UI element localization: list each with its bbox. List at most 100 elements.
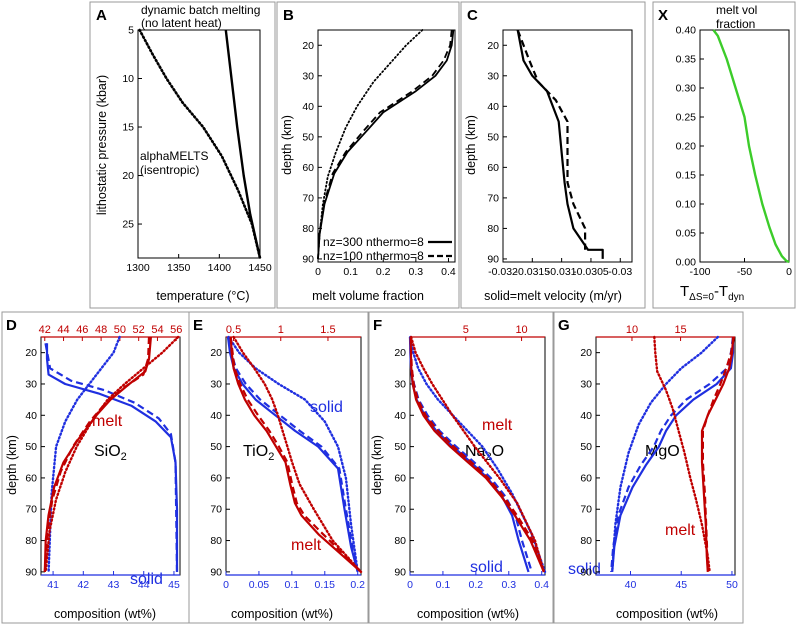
y-tick-label-E-2: 40 [210, 410, 222, 422]
solid-label-f: solid [470, 559, 503, 576]
y-tick-label-F-7: 90 [394, 566, 406, 578]
y-tick-label-A-3: 20 [122, 170, 134, 182]
x-tick-label-B-0: 0 [315, 266, 321, 278]
solid-label-e: solid [310, 399, 343, 416]
y-tick-label-G-3: 50 [580, 441, 592, 453]
y-tick-label-C-1: 30 [487, 70, 499, 82]
xlabel-B: melt volume fraction [312, 289, 424, 303]
ylabel-D: depth (km) [5, 435, 19, 495]
x-tick-label-bottom-E-3: 0.15 [315, 579, 336, 591]
x-panel-xlabel-main: T [680, 283, 689, 300]
y-tick-label-F-1: 30 [394, 378, 406, 390]
plot-area-A [137, 29, 261, 259]
panel-letter-X: X [658, 7, 668, 24]
series-A-1 [138, 28, 262, 260]
frame-F [368, 311, 554, 624]
y-tick-label-C-5: 70 [487, 192, 499, 204]
series-D-solid-2 [47, 335, 121, 574]
series-G-melt-4 [701, 336, 736, 572]
y-tick-label-D-7: 90 [25, 566, 37, 578]
oxide-label-e: TiO2 [243, 443, 274, 463]
y-tick-label-C-0: 20 [487, 40, 499, 52]
panel-letter-C: C [467, 7, 478, 24]
x-tick-label-X-2: 0 [786, 266, 792, 278]
y-tick-label-E-5: 70 [210, 504, 222, 516]
ylabel-B: depth (km) [280, 115, 294, 175]
x-tick-label-C-3: -0.0305 [573, 266, 609, 278]
melt-label-e: melt [291, 537, 322, 554]
y-tick-label-A-2: 15 [122, 122, 134, 134]
x-tick-label-bottom-G-0: 40 [625, 579, 637, 591]
oxide-d-main: SiO [94, 443, 121, 460]
series-B-1 [317, 29, 453, 259]
xlabel-C: solid=melt velocity (m/yr) [484, 289, 622, 303]
series-X-0 [712, 29, 790, 264]
plot-area-C [502, 29, 633, 263]
series-E-solid-1 [226, 336, 359, 573]
series-D-melt-4 [43, 336, 151, 572]
series-C-0 [516, 29, 604, 259]
oxide-e-sub: 2 [268, 451, 274, 463]
series-G-melt-5 [653, 335, 711, 574]
x-tick-label-B-1: 0.1 [343, 266, 358, 278]
y-tick-label-B-3: 50 [302, 131, 314, 143]
frame-G [553, 311, 744, 624]
oxide-f-tail: O [492, 443, 504, 460]
series-E-melt-3 [229, 336, 362, 573]
y-tick-label-F-3: 50 [394, 441, 406, 453]
y-tick-label-F-4: 60 [394, 472, 406, 484]
x-tick-label-top-D-3: 48 [95, 324, 107, 336]
x-tick-label-X-0: -100 [689, 266, 710, 278]
solid-label-g: solid [568, 561, 601, 578]
x-tick-label-top-D-5: 52 [133, 324, 145, 336]
y-tick-label-G-6: 80 [580, 535, 592, 547]
x-tick-label-top-E-2: 1.5 [320, 324, 335, 336]
x-tick-label-top-E-0: 0.5 [226, 324, 241, 336]
xlabel-E: composition (wt%) [231, 607, 333, 621]
x-panel-xlabel-mid: -T [714, 283, 728, 300]
y-tick-label-X-8: 0.40 [676, 25, 697, 37]
annotation-dynamic-batch: dynamic batch melting [141, 3, 260, 17]
series-F-melt-4 [409, 336, 545, 573]
y-tick-label-G-1: 30 [580, 378, 592, 390]
y-tick-label-B-1: 30 [302, 70, 314, 82]
x-tick-label-bottom-G-2: 50 [726, 579, 738, 591]
series-B-2 [317, 29, 424, 260]
annotation-alphamelts: alphaMELTS [140, 149, 208, 163]
y-tick-label-X-4: 0.20 [676, 141, 697, 153]
series-E-melt-5 [232, 335, 363, 574]
melt-label-g: melt [665, 522, 696, 539]
x-tick-label-C-0: -0.032 [488, 266, 518, 278]
y-tick-label-G-7: 90 [580, 566, 592, 578]
x-panel-xlabel: TΔS=0-Tdyn [680, 283, 744, 303]
panel-letter-F: F [373, 317, 382, 334]
y-tick-label-C-4: 60 [487, 162, 499, 174]
oxide-label-d: SiO2 [94, 443, 127, 463]
y-tick-label-X-2: 0.10 [676, 199, 697, 211]
y-tick-label-B-7: 90 [302, 253, 314, 265]
x-tick-label-bottom-D-4: 45 [168, 579, 180, 591]
frame-E [188, 311, 369, 624]
y-tick-label-D-1: 30 [25, 378, 37, 390]
x-tick-label-top-D-2: 46 [76, 324, 88, 336]
y-tick-label-D-5: 70 [25, 504, 37, 516]
x-tick-label-top-E-1: 1 [278, 324, 284, 336]
oxide-e-main: TiO [243, 443, 268, 460]
x-panel-title-line1: melt vol [716, 3, 757, 17]
xlabel-A: temperature (°C) [156, 289, 249, 303]
x-tick-label-bottom-F-2: 0.2 [469, 579, 484, 591]
series-C-1 [516, 29, 587, 250]
frame-A [89, 1, 276, 309]
y-tick-label-A-1: 10 [122, 73, 134, 85]
y-tick-label-X-7: 0.35 [676, 54, 697, 66]
x-tick-label-C-4: -0.03 [608, 266, 632, 278]
x-tick-label-X-1: -50 [737, 266, 752, 278]
y-tick-label-G-0: 20 [580, 347, 592, 359]
x-tick-label-bottom-E-0: 0 [223, 579, 229, 591]
x-tick-label-top-D-4: 50 [114, 324, 126, 336]
x-tick-label-B-2: 0.2 [376, 266, 391, 278]
x-tick-label-B-4: 0.4 [441, 266, 456, 278]
series-G-solid-0 [611, 337, 735, 572]
series-E-melt-4 [229, 336, 362, 573]
